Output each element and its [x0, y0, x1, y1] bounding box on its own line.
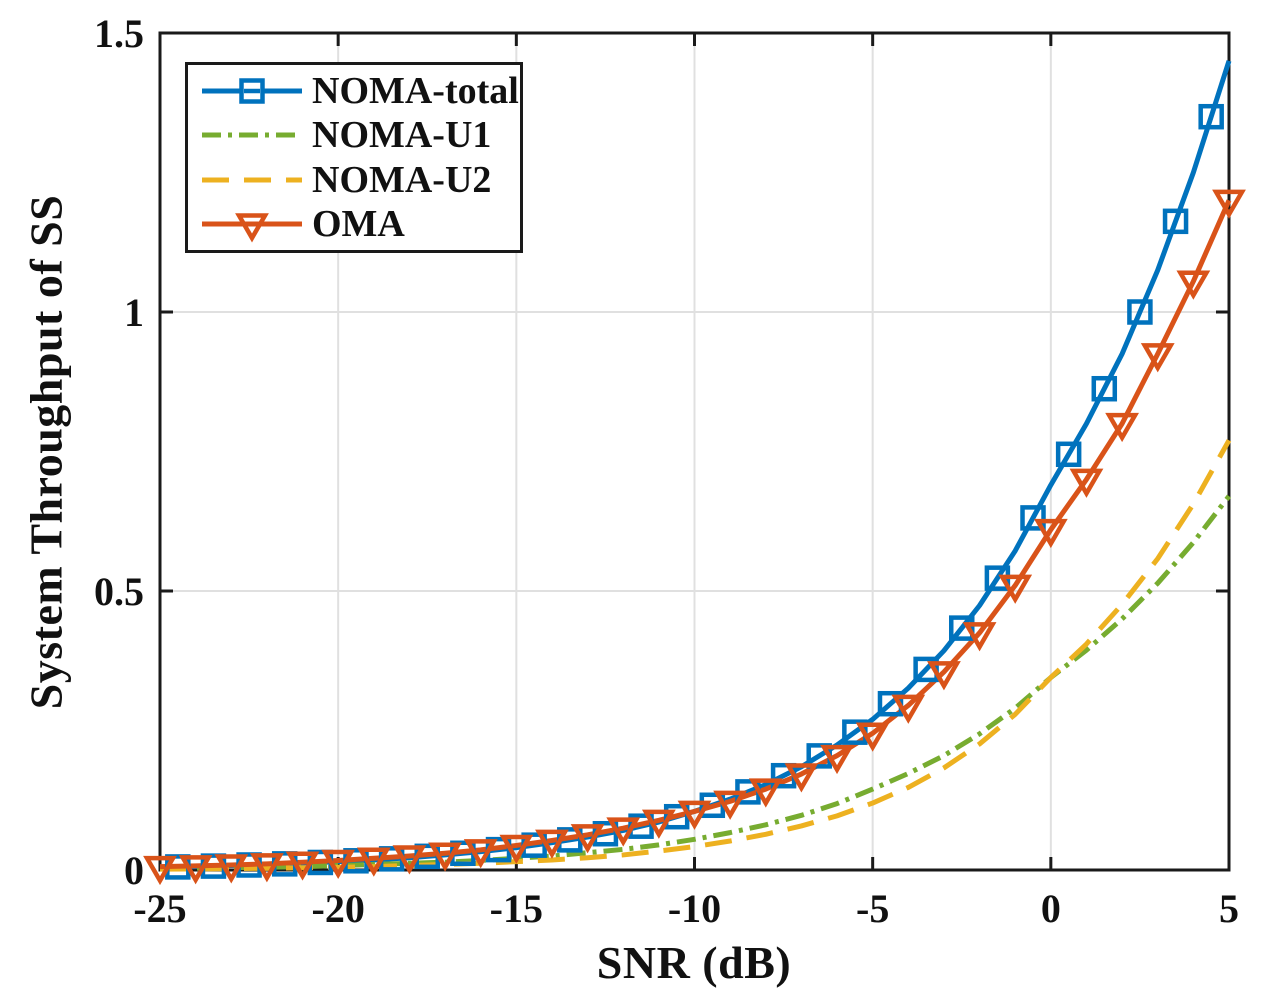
y-tick-label: 0	[124, 848, 144, 893]
legend: NOMA-total NOMA-U1 NOMA-U2 OMA	[185, 62, 523, 253]
triangle-down-marker	[321, 849, 356, 880]
y-tick-label: 1.5	[94, 11, 144, 56]
triangle-down-marker	[428, 842, 462, 872]
legend-item-noma-u2: NOMA-U2	[200, 158, 510, 202]
triangle-down-marker	[748, 778, 783, 808]
triangle-down-marker	[178, 855, 213, 885]
legend-item-noma-total: NOMA-total	[200, 68, 519, 114]
triangle-down-marker	[998, 574, 1033, 604]
triangle-down-marker	[677, 800, 712, 830]
x-tick-label: 0	[1041, 886, 1061, 931]
x-tick-label: -10	[668, 886, 721, 931]
triangle-down-marker	[143, 855, 177, 886]
triangle-down-marker	[250, 853, 284, 883]
x-tick-label: -5	[856, 886, 889, 931]
triangle-down-marker	[356, 847, 391, 877]
x-tick-label: -15	[490, 886, 543, 931]
legend-label-oma: OMA	[312, 202, 405, 245]
square-marker	[1127, 299, 1153, 325]
triangle-down-marker	[214, 854, 249, 884]
triangle-down-marker	[1069, 468, 1104, 498]
triangle-down-marker	[784, 763, 819, 793]
legend-swatch-noma-u2-icon	[200, 157, 304, 203]
series-line-oma	[159, 199, 1232, 870]
legend-item-noma-u1: NOMA-U1	[200, 113, 510, 157]
triangle-down-marker	[820, 744, 854, 775]
y-tick-label: 1	[124, 290, 144, 335]
x-tick-label: -25	[133, 886, 186, 931]
triangle-down-marker	[1033, 518, 1068, 549]
legend-swatch-noma-total-icon	[200, 68, 304, 114]
x-tick-label: -20	[312, 886, 365, 931]
square-marker	[1091, 375, 1118, 402]
legend-item-oma: OMA	[200, 202, 510, 246]
triangle-down-marker	[713, 790, 748, 820]
series-line-noma-u2	[159, 439, 1232, 872]
triangle-down-marker	[1105, 412, 1139, 443]
triangle-down-marker	[1212, 189, 1246, 219]
triangle-down-marker	[927, 661, 961, 691]
triangle-down-marker	[1176, 270, 1211, 300]
y-tick-label: 0.5	[94, 569, 144, 614]
legend-label-noma-u2: NOMA-U2	[312, 158, 492, 201]
triangle-down-marker	[962, 622, 997, 652]
triangle-down-marker	[285, 851, 320, 881]
legend-swatch-oma-icon	[200, 201, 304, 247]
legend-label-noma-total: NOMA-total	[312, 70, 519, 113]
triangle-down-marker	[641, 809, 676, 839]
triangle-down-marker	[392, 845, 427, 875]
triangle-down-marker	[606, 817, 641, 847]
square-marker	[949, 615, 975, 641]
triangle-down-marker	[855, 722, 890, 752]
legend-label-noma-u1: NOMA-U1	[312, 114, 492, 157]
square-marker	[1055, 441, 1082, 468]
square-marker	[1020, 505, 1046, 531]
x-axis-label: SNR (dB)	[596, 937, 792, 988]
x-tick-label: 5	[1219, 886, 1239, 931]
square-marker	[1162, 208, 1189, 235]
triangle-down-marker	[535, 829, 569, 859]
triangle-down-marker	[499, 834, 534, 864]
y-axis-label: System Throughput of SS	[20, 194, 72, 710]
square-marker	[1198, 103, 1224, 130]
triangle-down-marker	[463, 839, 498, 869]
triangle-down-marker	[891, 694, 926, 724]
triangle-down-marker	[570, 824, 605, 854]
legend-swatch-noma-u1-icon	[200, 112, 304, 158]
triangle-down-marker	[1140, 343, 1175, 373]
